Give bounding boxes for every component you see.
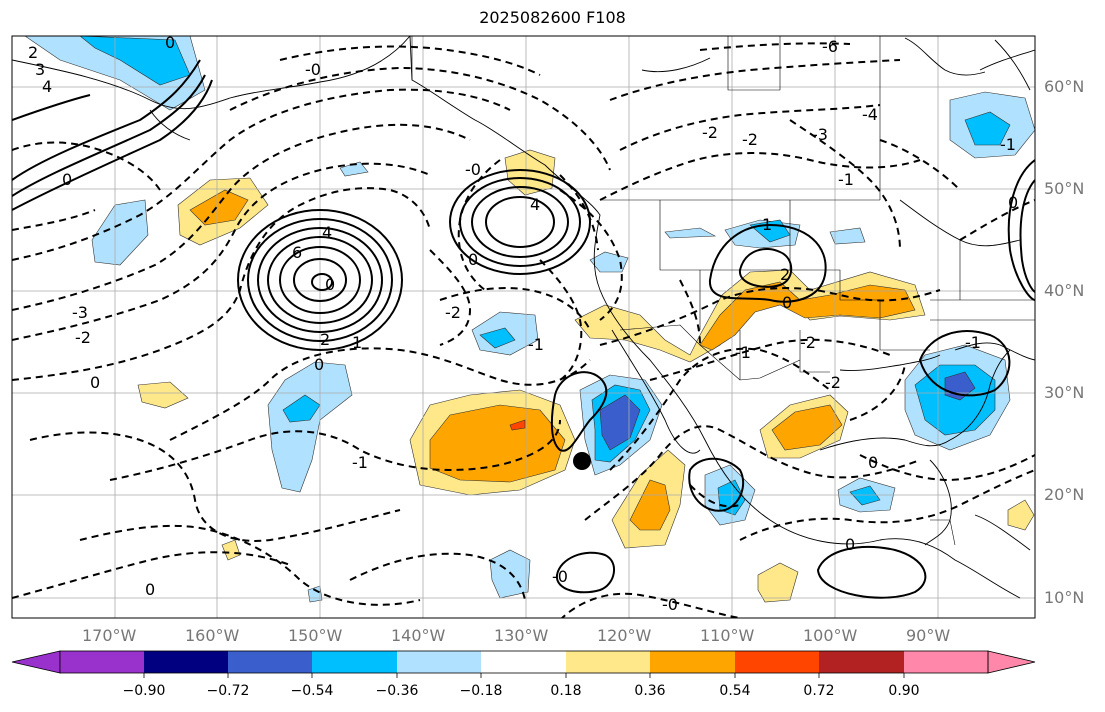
- contour-label: 4: [322, 223, 332, 242]
- contour-label: 0: [782, 293, 792, 312]
- contour-label: -1: [1000, 135, 1016, 154]
- contour-label: 1: [762, 215, 772, 234]
- contour-label: -2: [702, 123, 718, 142]
- colorbar-bin: [397, 651, 481, 673]
- contour-label: 2: [28, 43, 38, 62]
- lat-label: 50°N: [1044, 179, 1085, 198]
- colorbar-label: 0.72: [803, 683, 835, 699]
- contour-label: 2: [320, 330, 330, 349]
- contour-label: -0: [662, 595, 678, 614]
- colorbar-bin: [60, 651, 144, 673]
- contour-label: 0: [62, 170, 72, 189]
- contour-label: -2: [742, 130, 758, 149]
- contour-label: 6: [292, 243, 302, 262]
- lat-label: 40°N: [1044, 281, 1085, 300]
- positive-contours: [12, 59, 1035, 599]
- political-borders: [411, 36, 1035, 546]
- colorbar-label: −0.90: [122, 683, 166, 699]
- colorbar-bin: [650, 651, 735, 673]
- colorbar-label: 0.54: [719, 683, 751, 699]
- lon-label: 160°W: [185, 626, 240, 645]
- contour-label: -0: [305, 60, 321, 79]
- negative-contours: [12, 42, 1035, 618]
- lat-label: 10°N: [1044, 588, 1085, 607]
- contour-label: 0: [845, 535, 855, 554]
- colorbar-arrow-low: [11, 650, 61, 674]
- contour-label: 3: [35, 60, 45, 79]
- colorbar-bin: [819, 651, 904, 673]
- contour-label: 0: [1008, 193, 1018, 212]
- contour-label: 2: [780, 265, 790, 284]
- contour-label: -2: [445, 303, 461, 322]
- lon-label: 150°W: [288, 626, 343, 645]
- lon-label: 130°W: [494, 626, 549, 645]
- contour-labels: 2 3 4 0 0 6 4 0 2 1 0 -3 -2 0 -2 -1 -1 -…: [28, 33, 1018, 614]
- colorbar-bin: [312, 651, 397, 673]
- lon-label: 140°W: [391, 626, 446, 645]
- contour-label: 0: [314, 355, 324, 374]
- contour-label: -2: [825, 373, 841, 392]
- contour-label: 0: [868, 453, 878, 472]
- lat-label: 20°N: [1044, 485, 1085, 504]
- colorbar-bin: [735, 651, 819, 673]
- contour-label: -1: [965, 333, 981, 352]
- lon-label: 90°W: [906, 626, 951, 645]
- lon-label: 120°W: [597, 626, 652, 645]
- contour-label: 1: [352, 333, 362, 352]
- map-title: 2025082600 F108: [479, 8, 626, 27]
- colorbar-bin: [566, 651, 650, 673]
- contour-label: -1: [352, 453, 368, 472]
- colorbar-bin: [228, 651, 312, 673]
- storm-position-marker: [573, 452, 591, 470]
- contour-label: -3: [72, 303, 88, 322]
- contour-label: 4: [530, 195, 540, 214]
- colorbar-label: 0.18: [550, 683, 582, 699]
- contour-label: -2: [75, 328, 91, 347]
- contour-label: -2: [800, 333, 816, 352]
- lon-label: 170°W: [82, 626, 137, 645]
- colorbar-label: −0.36: [375, 683, 419, 699]
- contour-label: 0: [90, 373, 100, 392]
- contour-label: -6: [822, 37, 838, 56]
- contour-label: -4: [862, 105, 878, 124]
- contour-label: -3: [812, 125, 828, 144]
- colorbar-bin: [904, 651, 988, 673]
- gridlines: [12, 36, 1035, 618]
- contour-label: 0: [145, 580, 155, 599]
- contour-label: 0: [325, 275, 335, 294]
- contour-label: -1: [838, 170, 854, 189]
- lon-label: 100°W: [803, 626, 858, 645]
- colorbar: [11, 650, 1036, 678]
- colorbar-label: 0.36: [634, 683, 666, 699]
- colorbar-frame: [59, 650, 989, 674]
- lat-label: 60°N: [1044, 77, 1085, 96]
- colorbar-arrow-high: [987, 650, 1036, 674]
- colorbar-bin: [144, 651, 228, 673]
- contour-label: 4: [42, 77, 52, 96]
- colorbar-label: −0.18: [459, 683, 503, 699]
- contour-label: 0: [165, 33, 175, 52]
- contour-label: -0: [465, 160, 481, 179]
- contour-label: -1: [735, 343, 751, 362]
- map-frame: [11, 35, 1036, 619]
- colorbar-label: −0.54: [290, 683, 334, 699]
- lon-label: 110°W: [700, 626, 755, 645]
- contour-label: -1: [528, 335, 544, 354]
- contour-label: -0: [552, 567, 568, 586]
- lat-label: 30°N: [1044, 383, 1085, 402]
- colorbar-label: 0.90: [888, 683, 920, 699]
- colorbar-label: −0.72: [206, 683, 250, 699]
- contour-label: 0: [468, 250, 478, 269]
- colorbar-bin: [481, 651, 566, 673]
